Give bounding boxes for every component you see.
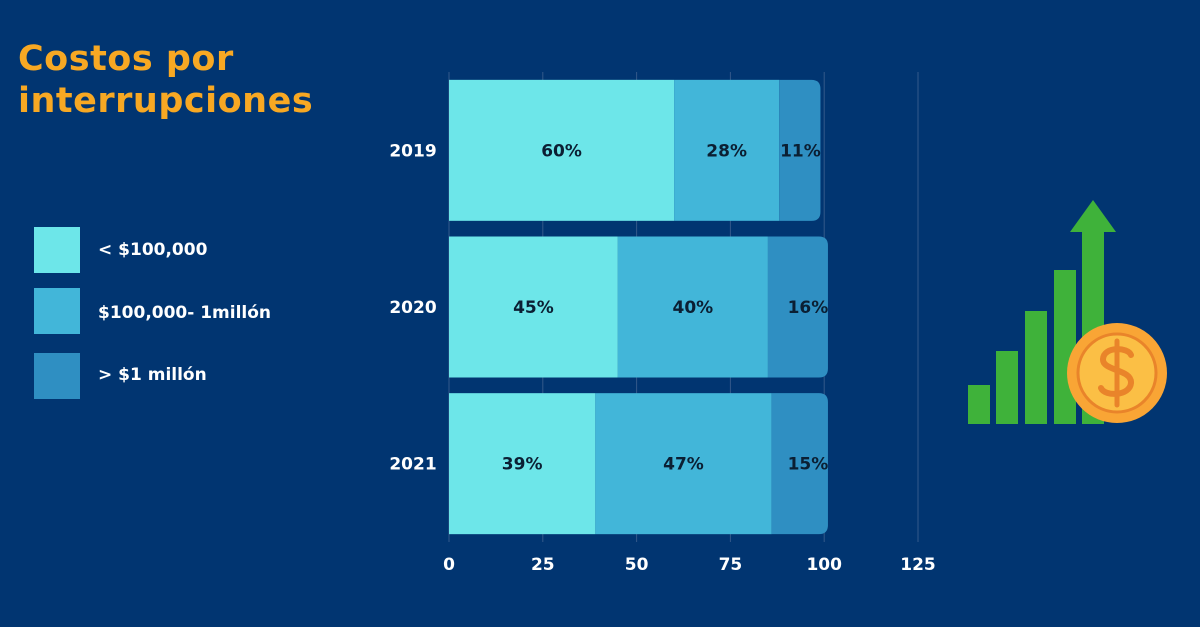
- dollar-coin-icon: [1067, 323, 1167, 423]
- chart-title-line-1: Costos por: [18, 39, 234, 79]
- legend-label-under-100k: < $100,000: [98, 240, 208, 260]
- legend-item-over-1m: > $1 millón: [34, 353, 334, 399]
- category-label: 2021: [389, 455, 436, 475]
- data-label: 15%: [788, 455, 829, 475]
- x-tick-label: 100: [806, 555, 842, 575]
- growth-bars-with-dollar-coin-icon: [968, 200, 1167, 424]
- category-label: 2019: [389, 141, 436, 161]
- legend-label-100k-to-1m: $100,000- 1millón: [98, 303, 272, 323]
- data-label: 47%: [663, 455, 704, 475]
- data-label: 28%: [706, 141, 747, 161]
- legend-item-100k-to-1m: $100,000- 1millón: [34, 288, 334, 334]
- bar-segment: [674, 79, 780, 221]
- bar-segment: [449, 79, 675, 221]
- data-label: 16%: [788, 298, 829, 318]
- data-label: 39%: [502, 455, 543, 475]
- chart-title: Costos por interrupciones: [18, 38, 313, 122]
- x-tick-label: 25: [531, 555, 555, 575]
- legend-swatch-100k-to-1m: [34, 288, 80, 334]
- bar-segment: [779, 79, 821, 221]
- data-label: 60%: [541, 141, 582, 161]
- legend-item-under-100k: < $100,000: [34, 227, 334, 273]
- chart-title-line-2: interrupciones: [18, 81, 314, 121]
- data-label: 40%: [673, 298, 714, 318]
- legend-swatch-over-1m: [34, 353, 80, 399]
- legend-swatch-under-100k: [34, 227, 80, 273]
- x-tick-label: 125: [900, 555, 936, 575]
- category-label: 2020: [389, 298, 436, 318]
- bar-segment: [449, 236, 618, 378]
- bar-segment: [595, 393, 772, 535]
- legend-label-over-1m: > $1 millón: [98, 365, 207, 385]
- data-label: 45%: [513, 298, 554, 318]
- data-label: 11%: [780, 141, 821, 161]
- bar-segment: [771, 393, 828, 535]
- x-tick-label: 0: [443, 555, 455, 575]
- bar-segment: [767, 236, 828, 378]
- bar-segment: [449, 393, 596, 535]
- x-tick-label: 75: [719, 555, 743, 575]
- bar-segment: [617, 236, 768, 378]
- x-tick-label: 50: [625, 555, 649, 575]
